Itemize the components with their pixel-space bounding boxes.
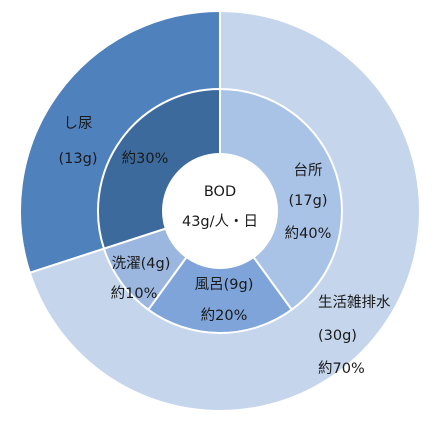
- outer-amount-graywater: (30g): [318, 328, 357, 344]
- inner-amount-kitchen: (17g): [289, 193, 328, 209]
- inner-label-laundry: 洗濯(4g): [112, 255, 171, 272]
- inner-percent-kitchen: 約40%: [285, 225, 332, 242]
- inner-percent-urine: 約30%: [122, 150, 169, 167]
- inner-label-bath: 風呂(9g): [195, 277, 254, 293]
- center-label-line2: 43g/人・日: [182, 213, 258, 230]
- inner-slice-1: [219, 87, 343, 312]
- inner-label-kitchen: 台所: [294, 162, 323, 179]
- outer-amount-urine: (13g): [59, 151, 98, 167]
- center-hole: [162, 153, 278, 269]
- center-label-line1: BOD: [204, 184, 236, 200]
- outer-label-urine: し尿: [64, 116, 93, 132]
- outer-percent-graywater: 約70%: [318, 360, 365, 377]
- outer-label-graywater: 生活雑排水: [318, 294, 391, 311]
- inner-slice-2: [146, 209, 294, 334]
- inner-percent-laundry: 約10%: [111, 285, 158, 302]
- inner-percent-bath: 約20%: [201, 307, 248, 324]
